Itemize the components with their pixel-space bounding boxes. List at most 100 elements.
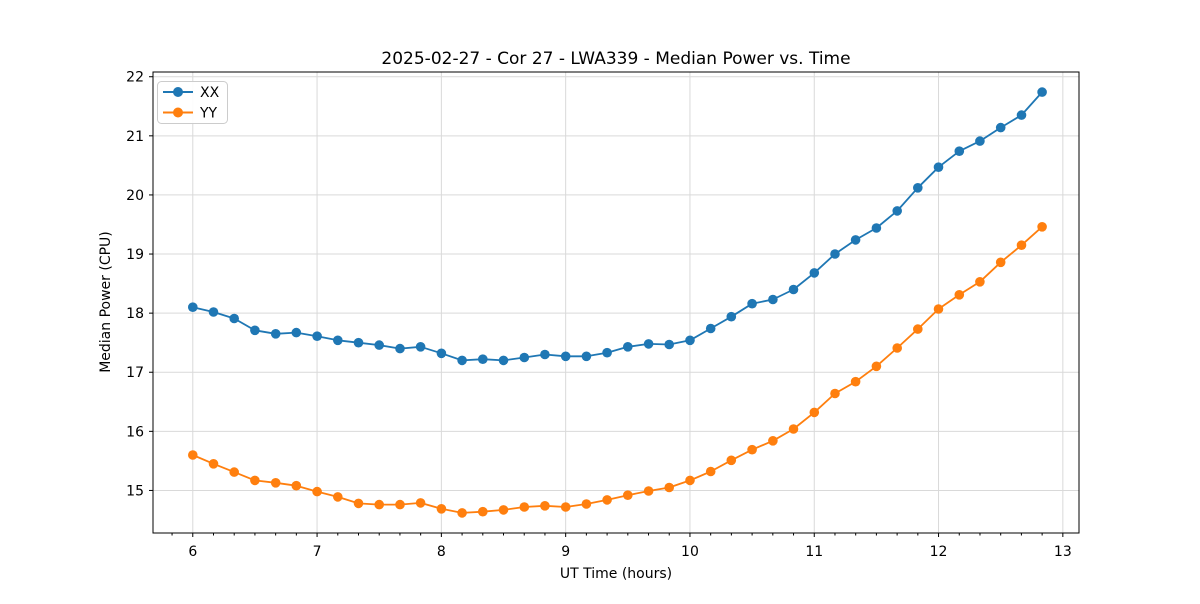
data-point <box>415 498 426 508</box>
data-point <box>602 347 612 358</box>
data-point <box>478 506 488 517</box>
data-point <box>229 467 239 477</box>
data-point <box>229 313 239 324</box>
data-point <box>788 284 799 295</box>
series-yy <box>188 222 1047 518</box>
data-point <box>457 508 467 518</box>
legend: XX YY <box>157 81 228 124</box>
data-point <box>602 495 612 505</box>
x-tick-label: 13 <box>1054 544 1072 560</box>
data-point <box>1037 222 1047 232</box>
data-point <box>415 342 426 352</box>
data-point <box>892 206 902 216</box>
data-point <box>995 257 1006 268</box>
data-point <box>747 444 757 455</box>
data-point <box>871 223 882 233</box>
data-point <box>540 349 550 360</box>
legend-label-yy: YY <box>199 106 218 122</box>
data-point <box>333 492 343 502</box>
data-point <box>581 499 592 509</box>
data-point <box>768 294 778 305</box>
data-point <box>933 162 944 172</box>
y-axis-label: Median Power (CPU) <box>98 231 114 373</box>
data-point <box>395 499 405 510</box>
data-point <box>975 277 985 287</box>
data-point <box>560 351 571 362</box>
x-axis-label: UT Time (hours) <box>560 566 672 582</box>
legend-marker-yy <box>173 107 183 118</box>
data-point <box>250 475 260 486</box>
data-point <box>188 302 198 313</box>
data-point <box>478 354 488 365</box>
series-xx <box>188 87 1047 366</box>
data-point <box>560 502 571 512</box>
data-point <box>1016 240 1027 250</box>
data-point <box>353 498 364 509</box>
data-point <box>436 504 447 514</box>
data-point <box>1016 110 1027 120</box>
y-tick-label: 15 <box>126 483 144 499</box>
data-point <box>954 290 965 300</box>
x-tick-label: 12 <box>930 544 948 560</box>
data-point <box>830 388 840 399</box>
data-point <box>705 466 716 477</box>
data-point <box>705 323 716 334</box>
data-point <box>457 355 467 366</box>
data-point <box>291 480 302 491</box>
data-point <box>892 343 902 353</box>
series-line-xx <box>192 91 1043 362</box>
grid <box>153 72 1079 533</box>
x-tick-label: 6 <box>188 544 197 560</box>
legend-marker-xx <box>173 87 183 97</box>
data-point <box>270 329 281 339</box>
data-point <box>374 340 385 350</box>
series-line-yy <box>192 226 1043 514</box>
data-point <box>436 348 447 359</box>
data-point <box>995 122 1006 133</box>
x-tick-label: 7 <box>313 544 322 560</box>
plot-border <box>152 71 1080 534</box>
plot-series <box>188 87 1047 518</box>
data-point <box>208 459 219 469</box>
y-tick-label: 19 <box>126 247 144 263</box>
data-point <box>623 342 633 352</box>
legend-item-yy: YY <box>163 106 218 122</box>
data-point <box>850 235 861 245</box>
data-point <box>312 331 322 342</box>
legend-item-xx: XX <box>163 85 220 101</box>
data-point <box>664 339 674 350</box>
data-point <box>913 324 923 334</box>
data-point <box>623 490 633 501</box>
axes-ticks: 6 7 8 9 10 11 12 13 15 16 17 18 19 20 21 22 <box>126 70 1072 560</box>
data-point <box>933 304 944 314</box>
data-point <box>519 352 530 363</box>
data-point <box>809 407 820 418</box>
data-point <box>312 486 322 497</box>
data-point <box>809 268 820 278</box>
data-point <box>685 475 695 486</box>
y-tick-label: 16 <box>126 424 144 440</box>
data-point <box>726 311 737 322</box>
data-point <box>540 501 550 511</box>
data-point <box>954 146 965 156</box>
data-point <box>850 376 861 387</box>
data-point <box>788 424 799 434</box>
data-point <box>726 455 737 466</box>
data-point <box>871 361 882 372</box>
legend-label-xx: XX <box>200 85 220 101</box>
y-tick-label: 18 <box>126 306 144 322</box>
y-tick-label: 20 <box>126 188 144 204</box>
y-tick-label: 17 <box>126 365 144 381</box>
data-point <box>519 502 530 512</box>
data-point <box>353 337 364 348</box>
x-tick-label: 9 <box>561 544 570 560</box>
x-tick-label: 8 <box>437 544 446 560</box>
data-point <box>975 136 985 146</box>
data-point <box>250 325 260 336</box>
data-point <box>581 351 592 362</box>
data-point <box>685 335 695 346</box>
data-point <box>830 249 840 259</box>
y-tick-label: 22 <box>126 70 144 86</box>
